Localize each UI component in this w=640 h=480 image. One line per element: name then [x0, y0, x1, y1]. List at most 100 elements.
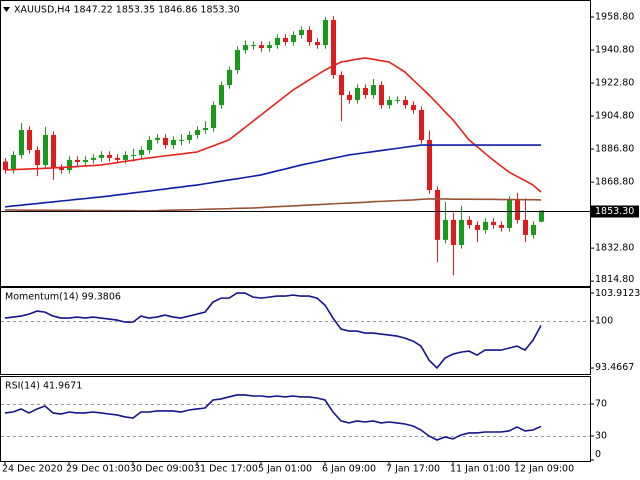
moving-average	[4, 144, 541, 208]
x-tick-label: 31 Dec 17:00	[194, 464, 258, 475]
candle-body	[19, 130, 24, 155]
candle-body	[523, 219, 528, 235]
indicator-line	[4, 394, 542, 441]
candle-body	[123, 154, 128, 160]
candle-body	[83, 159, 88, 162]
candle-body	[339, 74, 344, 95]
menu-icon	[3, 7, 10, 12]
candle-body	[187, 134, 192, 140]
indicator-line	[4, 292, 542, 370]
candle-body	[211, 105, 216, 129]
y-tick-label: 1868.80	[595, 177, 634, 188]
panel-title: RSI(14) 41.9671	[5, 381, 82, 392]
candle-body	[347, 94, 352, 100]
y-tick-label: 1832.80	[595, 243, 634, 254]
candle-body	[11, 154, 16, 171]
y-tick-label: 1814.80	[595, 274, 634, 285]
candle-body	[515, 199, 520, 220]
candle-body	[283, 37, 288, 42]
candle-body	[355, 88, 360, 100]
candle-body	[299, 30, 304, 36]
candle-body	[275, 37, 280, 46]
x-tick-label: 11 Jan 01:00	[450, 464, 510, 475]
candle-body	[147, 139, 152, 151]
price-label: 1853.30	[595, 206, 634, 217]
candle-body	[59, 167, 64, 171]
candle-body	[91, 157, 96, 160]
panel-frame	[0, 376, 591, 462]
candle-body	[267, 45, 272, 49]
moving-average	[4, 57, 542, 193]
y-tick-label: 103.9123	[595, 288, 640, 299]
candle-body	[227, 70, 232, 86]
y-tick-label: 100	[595, 316, 613, 327]
candle-body	[499, 225, 504, 228]
x-tick-label: 12 Jan 09:00	[514, 464, 574, 475]
x-tick-label: 7 Jan 17:00	[386, 464, 440, 475]
candle-body	[379, 85, 384, 106]
y-tick-label: 1886.80	[595, 144, 634, 155]
candle-body	[27, 130, 32, 151]
panel-title: Momentum(14) 99.3806	[5, 292, 121, 303]
candle-body	[403, 99, 408, 106]
candle-body	[531, 225, 536, 235]
candle-body	[131, 154, 136, 156]
candle-body	[427, 139, 432, 190]
moving-average	[5, 198, 542, 212]
candle-body	[459, 219, 464, 246]
candle-body	[195, 130, 200, 135]
candle-body	[139, 150, 144, 155]
candle-body	[219, 85, 224, 106]
candle-body	[155, 137, 160, 140]
price-label-box	[591, 205, 639, 218]
candle-body	[115, 157, 120, 160]
candle-body	[171, 139, 176, 146]
candle-body	[331, 19, 336, 75]
candle-body	[363, 88, 368, 95]
candle-body	[435, 189, 440, 240]
candle-body	[411, 105, 416, 111]
candle-body	[419, 110, 424, 140]
candle-body	[179, 139, 184, 141]
y-tick-label: 70	[595, 399, 607, 410]
panel-frame	[0, 287, 591, 375]
candle-body	[387, 99, 392, 106]
candle-body	[507, 199, 512, 228]
candle-body	[259, 45, 264, 49]
candle-body	[315, 41, 320, 46]
candle-body	[35, 150, 40, 166]
x-tick-label: 24 Dec 2020	[2, 464, 63, 475]
y-tick-label: 1922.80	[595, 78, 634, 89]
candle-body	[3, 161, 8, 171]
candle-body	[483, 221, 488, 230]
candle-body	[371, 85, 376, 95]
candle-body	[491, 221, 496, 226]
candle-body	[163, 137, 168, 146]
y-tick-label: 93.4667	[595, 362, 634, 373]
candle-body	[107, 154, 112, 158]
panel-title: XAUUSD,H4 1847.22 1853.35 1846.86 1853.3…	[14, 5, 240, 16]
y-tick-label: 0	[595, 449, 601, 460]
candle-body	[451, 219, 456, 246]
y-tick-label: 30	[595, 431, 607, 442]
candle-body	[443, 219, 448, 240]
candle-body	[251, 45, 256, 47]
candle-body	[323, 19, 328, 46]
panel-frame	[0, 0, 591, 287]
x-tick-label: 5 Jan 01:00	[258, 464, 312, 475]
candle-body	[75, 159, 80, 162]
candle-body	[235, 50, 240, 71]
candle-body	[291, 35, 296, 42]
candle-body	[203, 128, 208, 131]
candle-body	[539, 210, 544, 222]
x-tick-label: 29 Dec 01:00	[66, 464, 130, 475]
y-tick-label: 1940.80	[595, 45, 634, 56]
candle-body	[475, 225, 480, 230]
candle-body	[395, 99, 400, 101]
candle-body	[307, 30, 312, 42]
x-tick-label: 6 Jan 09:00	[322, 464, 376, 475]
candle-body	[51, 134, 56, 168]
candle-body	[243, 45, 248, 51]
candle-body	[467, 219, 472, 226]
